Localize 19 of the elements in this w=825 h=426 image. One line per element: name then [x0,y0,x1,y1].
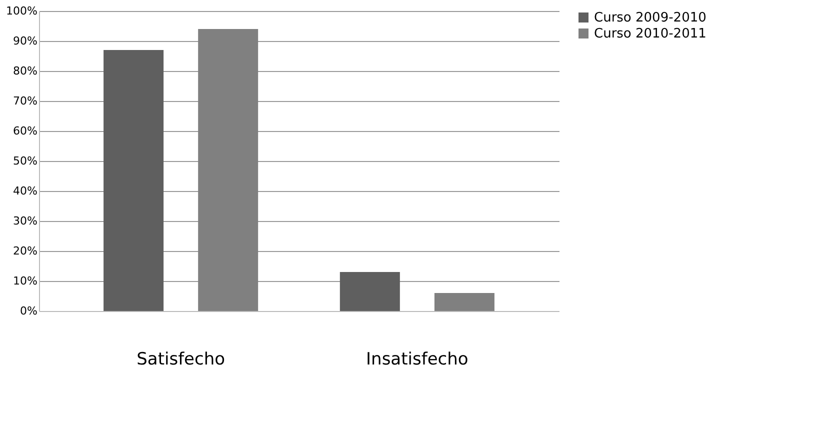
legend-label: Curso 2010-2011 [594,26,706,42]
bar [104,50,164,311]
y-tick-label: 50% [13,154,38,168]
bar [198,29,258,311]
y-tick-label: 30% [13,214,38,228]
y-tick-label: 0% [20,304,38,318]
y-tick-label: 90% [13,34,38,48]
legend-label: Curso 2009-2010 [594,10,706,26]
y-tick-label: 20% [13,244,38,258]
y-tick-label: 60% [13,124,38,138]
x-tick-label: Satisfecho [136,350,226,370]
bar [434,293,494,311]
y-tick-label: 40% [13,184,38,198]
y-tick-label: 70% [13,94,38,108]
y-tick-label: 100% [6,4,38,18]
x-tick-label: Insatisfecho [366,350,468,370]
bar [340,272,400,311]
y-tick-label: 80% [13,64,38,78]
y-tick-label: 10% [13,274,38,288]
